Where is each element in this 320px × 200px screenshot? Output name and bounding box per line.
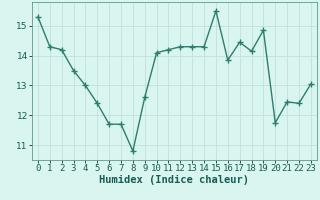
X-axis label: Humidex (Indice chaleur): Humidex (Indice chaleur) bbox=[100, 175, 249, 185]
